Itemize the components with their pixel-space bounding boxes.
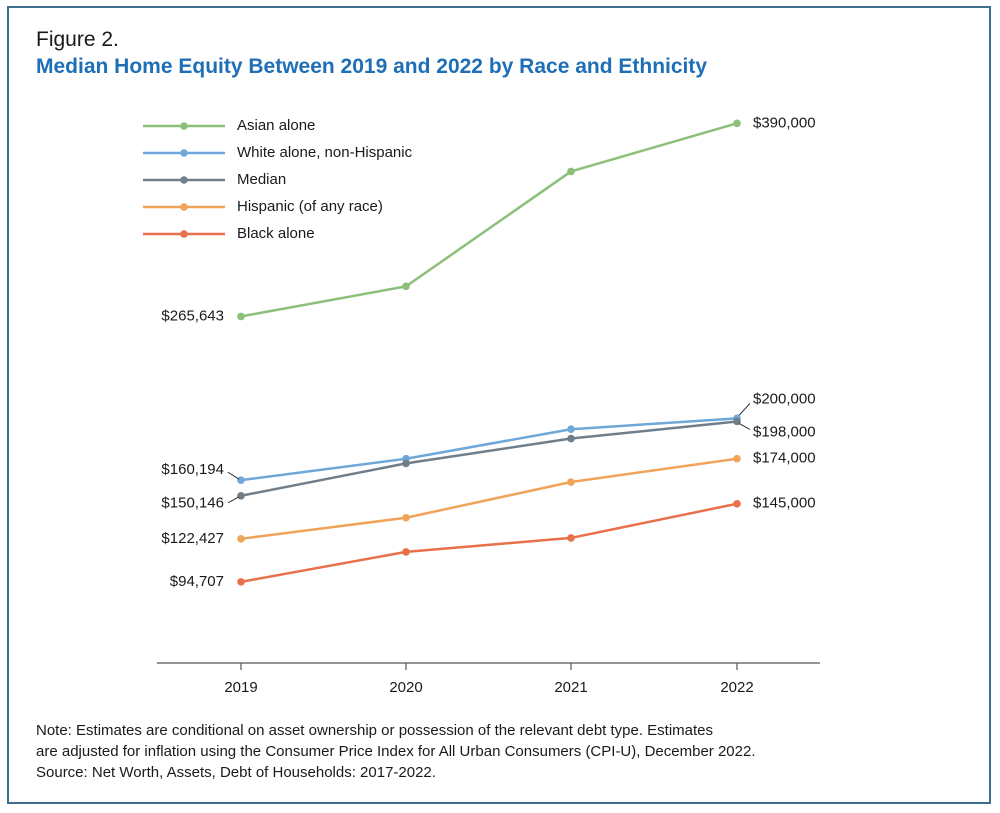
- data-point: [567, 534, 575, 542]
- data-point: [402, 548, 410, 556]
- data-label: $198,000: [753, 423, 816, 440]
- data-label: $200,000: [753, 390, 816, 407]
- x-tick-label: 2019: [224, 679, 257, 696]
- note-line-1: Note: Estimates are conditional on asset…: [36, 722, 714, 739]
- data-point: [402, 282, 410, 291]
- data-point: [402, 513, 410, 522]
- legend-swatch-marker: [180, 230, 188, 238]
- data-point: [237, 535, 245, 543]
- legend-swatch-marker: [180, 122, 188, 130]
- legend-label: White alone, non-Hispanic: [237, 144, 413, 161]
- data-label: $145,000: [753, 495, 816, 512]
- data-point: [567, 425, 575, 434]
- series-line: [240, 502, 738, 584]
- note-line-2: are adjusted for inflation using the Con…: [36, 743, 756, 760]
- figure-frame: [7, 6, 991, 804]
- data-label: $122,427: [161, 530, 224, 547]
- chart-title: Median Home Equity Between 2019 and 2022…: [36, 55, 708, 78]
- data-label: $94,707: [170, 573, 224, 590]
- data-point: [237, 578, 245, 586]
- data-point: [733, 499, 741, 508]
- notes: Note: Estimates are conditional on asset…: [36, 720, 756, 783]
- data-point: [237, 476, 245, 484]
- data-point: [733, 417, 741, 426]
- leader-line: [227, 496, 240, 504]
- series-line: [240, 420, 738, 497]
- leader-line: [738, 423, 751, 430]
- data-point: [567, 167, 575, 176]
- data-label: $265,643: [161, 307, 224, 324]
- leader-line: [227, 471, 240, 480]
- data-label: $390,000: [753, 114, 816, 131]
- source-line: Source: Net Worth, Assets, Debt of House…: [36, 764, 436, 781]
- data-label: $150,146: [161, 495, 224, 512]
- legend-label: Asian alone: [237, 117, 315, 134]
- legend-label: Black alone: [237, 225, 315, 242]
- x-tick-label: 2022: [720, 679, 753, 696]
- series-line: [240, 122, 738, 318]
- legend-swatch-marker: [180, 149, 188, 157]
- data-point: [733, 454, 741, 463]
- series-line: [240, 417, 738, 482]
- legend-swatch-marker: [180, 176, 188, 184]
- data-point: [567, 434, 575, 443]
- legend-label: Median: [237, 171, 286, 188]
- x-tick-label: 2020: [389, 679, 422, 696]
- figure-label: Figure 2.: [36, 28, 119, 51]
- data-point: [237, 491, 245, 500]
- data-point: [567, 478, 575, 486]
- data-label: $160,194: [161, 461, 224, 478]
- series-line: [240, 457, 738, 541]
- leader-line: [738, 403, 751, 416]
- data-point: [402, 459, 410, 468]
- data-point: [733, 119, 741, 128]
- data-point: [237, 312, 245, 321]
- data-label: $174,000: [753, 450, 816, 467]
- legend-swatch-marker: [180, 203, 188, 211]
- x-tick-label: 2021: [554, 679, 587, 696]
- legend-label: Hispanic (of any race): [237, 198, 383, 215]
